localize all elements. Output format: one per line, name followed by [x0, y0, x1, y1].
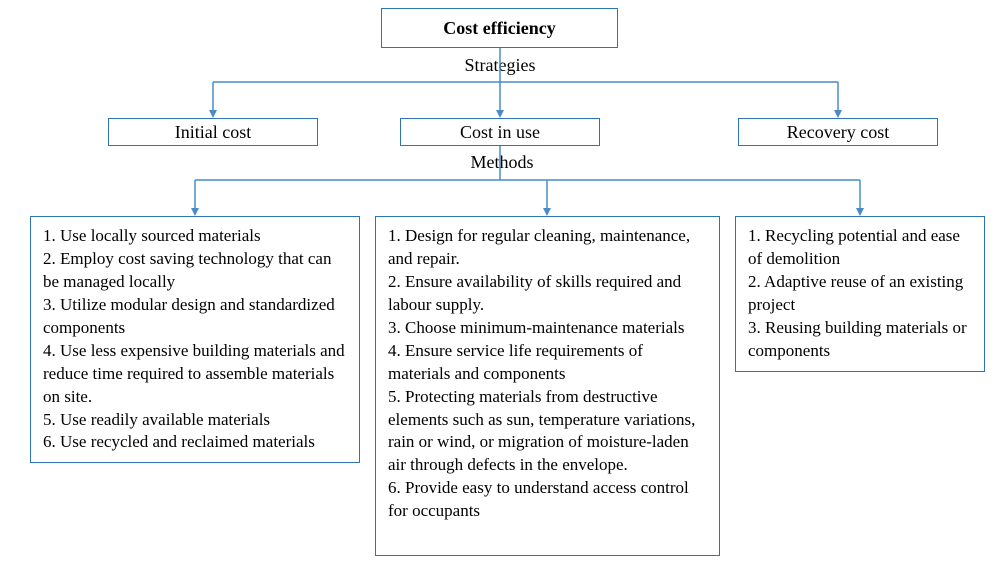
list-item: 1. Recycling potential and ease of demol…: [748, 225, 972, 271]
list-item: 4. Use less expensive building materials…: [43, 340, 347, 409]
strategy-box-in-use: Cost in use: [400, 118, 600, 146]
list-item: 3. Utilize modular design and standardiz…: [43, 294, 347, 340]
list-item: 2. Ensure availability of skills require…: [388, 271, 707, 317]
list-item: 2. Adaptive reuse of an existing project: [748, 271, 972, 317]
list-item: 6. Provide easy to understand access con…: [388, 477, 707, 523]
list-item: 5. Use readily available materials: [43, 409, 347, 432]
list-item: 5. Protecting materials from destructive…: [388, 386, 707, 478]
strategies-label: Strategies: [460, 55, 540, 76]
methods-box-recovery: 1. Recycling potential and ease of demol…: [735, 216, 985, 372]
methods-label: Methods: [467, 152, 537, 173]
title-text: Cost efficiency: [443, 18, 555, 39]
strategy-box-initial: Initial cost: [108, 118, 318, 146]
list-item: 4. Ensure service life requirements of m…: [388, 340, 707, 386]
strategy-recovery-text: Recovery cost: [787, 122, 889, 143]
strategy-box-recovery: Recovery cost: [738, 118, 938, 146]
methods-label-text: Methods: [471, 152, 534, 172]
strategy-initial-text: Initial cost: [175, 122, 251, 143]
strategy-in-use-text: Cost in use: [460, 122, 540, 143]
list-item: 1. Design for regular cleaning, maintena…: [388, 225, 707, 271]
list-item: 3. Choose minimum-maintenance materials: [388, 317, 707, 340]
list-item: 1. Use locally sourced materials: [43, 225, 347, 248]
methods-box-in-use: 1. Design for regular cleaning, maintena…: [375, 216, 720, 556]
list-item: 2. Employ cost saving technology that ca…: [43, 248, 347, 294]
strategies-label-text: Strategies: [465, 55, 536, 75]
list-item: 3. Reusing building materials or compone…: [748, 317, 972, 363]
title-box: Cost efficiency: [381, 8, 618, 48]
methods-box-initial: 1. Use locally sourced materials 2. Empl…: [30, 216, 360, 463]
list-item: 6. Use recycled and reclaimed materials: [43, 431, 347, 454]
